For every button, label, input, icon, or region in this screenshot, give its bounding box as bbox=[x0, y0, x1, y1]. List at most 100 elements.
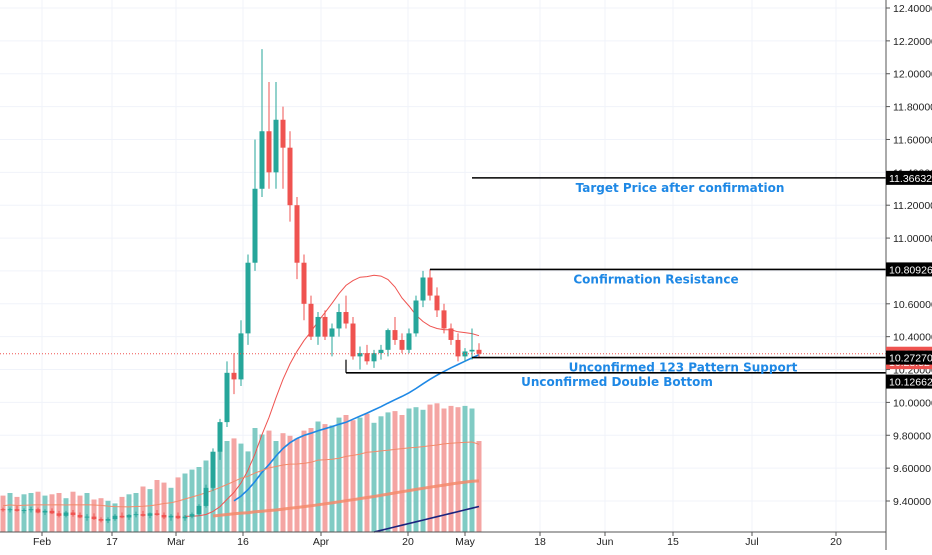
price-tick-label: 11.00000 bbox=[893, 233, 932, 245]
candle-body bbox=[119, 515, 125, 518]
volume-bar bbox=[287, 435, 293, 532]
candle-body bbox=[301, 262, 307, 304]
candle-body bbox=[406, 333, 412, 350]
volume-bar bbox=[98, 498, 104, 532]
time-axis: Feb 17 Mar 16 Apr 20 May 18 Jun 15 Jul 20 bbox=[0, 531, 886, 548]
candle-body bbox=[224, 372, 230, 423]
candle-body bbox=[189, 514, 195, 517]
candle-body bbox=[476, 349, 482, 354]
candle-body bbox=[112, 515, 118, 520]
candle-body bbox=[210, 451, 216, 488]
candle-body bbox=[182, 516, 188, 519]
price-tick-label: 9.80000 bbox=[893, 430, 931, 442]
candle-body bbox=[7, 509, 13, 511]
candle-body bbox=[70, 512, 76, 515]
candle-body bbox=[434, 295, 440, 311]
volume-bar bbox=[14, 496, 20, 532]
time-tick-label: 18 bbox=[534, 536, 546, 548]
volume-bar bbox=[343, 415, 349, 532]
volume-bar bbox=[364, 413, 370, 532]
volume-bar bbox=[357, 417, 363, 532]
candle-body bbox=[245, 262, 251, 334]
time-tick-label: Jun bbox=[597, 536, 614, 548]
candle-body bbox=[315, 316, 321, 337]
volume-bar bbox=[336, 417, 342, 532]
candle-body bbox=[413, 300, 419, 334]
volume-bar bbox=[315, 421, 321, 532]
candle-body bbox=[133, 514, 139, 516]
volume-bar bbox=[196, 467, 202, 532]
time-tick-label: Mar bbox=[167, 536, 186, 548]
candle-body bbox=[35, 509, 41, 513]
candle-body bbox=[56, 513, 62, 516]
volume-bar bbox=[448, 405, 454, 532]
volume-bar bbox=[329, 425, 335, 532]
price-tick-label: 10.00000 bbox=[893, 397, 932, 409]
time-tick-label: 20 bbox=[830, 536, 842, 548]
moving-averages bbox=[2, 274, 480, 533]
candle-body bbox=[399, 339, 405, 350]
price-tick-label: 11.60000 bbox=[893, 134, 932, 146]
volume-bar bbox=[420, 409, 426, 532]
candle-body bbox=[98, 519, 104, 521]
volume-ma-long bbox=[212, 479, 480, 518]
time-tick-label: 20 bbox=[402, 536, 414, 548]
volume-bar bbox=[252, 428, 258, 532]
price-tag bbox=[886, 170, 932, 185]
volume-bar bbox=[105, 500, 111, 532]
time-tick-label: Jul bbox=[745, 536, 758, 548]
volume-bar bbox=[413, 407, 419, 532]
volume-bar bbox=[455, 407, 461, 532]
volume-bar bbox=[301, 430, 307, 532]
volume-bar bbox=[280, 433, 286, 532]
volume-bar bbox=[154, 480, 160, 532]
price-tag bbox=[886, 374, 932, 389]
candle-body bbox=[21, 510, 27, 512]
price-tick-label: 12.40000 bbox=[893, 3, 932, 15]
candle-body bbox=[126, 514, 132, 518]
ma-long-line bbox=[233, 353, 480, 502]
volume-bar bbox=[273, 441, 279, 532]
volume-bar bbox=[147, 489, 153, 532]
volume-bar bbox=[266, 430, 272, 532]
price-tick-label: 12.00000 bbox=[893, 69, 932, 81]
volume-bar bbox=[406, 408, 412, 532]
annotation-label: Unconfirmed Double Bottom bbox=[521, 375, 713, 389]
annotation-label: Confirmation Resistance bbox=[573, 272, 738, 286]
time-tick-label: 15 bbox=[667, 536, 679, 548]
price-tick-label: 10.60000 bbox=[893, 299, 932, 311]
candle-body bbox=[231, 372, 237, 380]
volume-ma-short bbox=[2, 441, 480, 508]
volume-bar bbox=[476, 441, 482, 532]
time-tick-label: Apr bbox=[313, 536, 330, 548]
volume-bar bbox=[378, 416, 384, 532]
candles bbox=[0, 49, 482, 524]
candle-body bbox=[392, 330, 398, 340]
candle-body bbox=[140, 514, 146, 516]
candle-body bbox=[420, 277, 426, 301]
candle-body bbox=[91, 516, 97, 520]
volume-ma-trend bbox=[373, 505, 480, 533]
candle-body bbox=[175, 515, 181, 519]
candle-body bbox=[0, 509, 6, 511]
candle-body bbox=[322, 316, 328, 337]
candle-body bbox=[42, 510, 48, 513]
volume-bar bbox=[308, 428, 314, 532]
candle-body bbox=[441, 310, 447, 329]
candle-body bbox=[63, 512, 69, 516]
volume-bar bbox=[210, 454, 216, 532]
candle-body bbox=[154, 513, 160, 515]
volume-bar bbox=[399, 415, 405, 532]
candle-body bbox=[105, 519, 111, 521]
price-tick-label: 12.20000 bbox=[893, 36, 932, 48]
annotation-label: Target Price after confirmation bbox=[576, 181, 785, 195]
volume-bar bbox=[238, 443, 244, 532]
candle-body bbox=[238, 333, 244, 380]
volume-bar bbox=[259, 434, 265, 532]
volume-bar bbox=[140, 486, 146, 532]
candle-body bbox=[287, 147, 293, 206]
candle-body bbox=[273, 119, 279, 173]
volume-bar bbox=[217, 447, 223, 532]
